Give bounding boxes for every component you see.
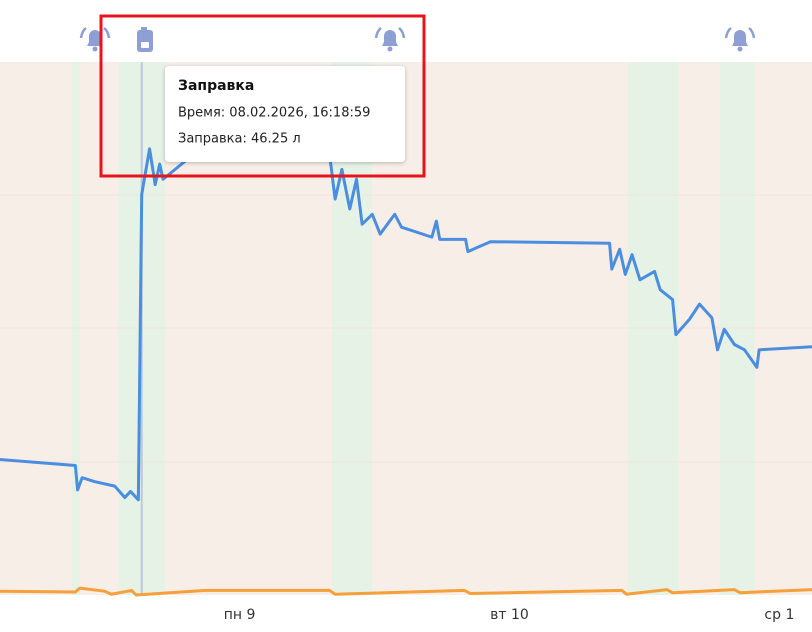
tooltip-box [165, 66, 405, 162]
tooltip-title: Заправка [178, 78, 254, 94]
tooltip-refuel: Заправка: 46.25 л [178, 132, 301, 147]
x-tick-label: ср 1 [764, 607, 794, 623]
x-tick-label: вт 10 [490, 607, 529, 623]
x-tick-label: пн 9 [224, 607, 256, 623]
tooltip: Заправка Время: 08.02.2026, 16:18:59 Зап… [165, 66, 405, 162]
series-line [0, 586, 812, 597]
tooltip-time: Время: 08.02.2026, 16:18:59 [178, 106, 370, 121]
event-icons[interactable] [79, 27, 756, 52]
highlight-box [99, 14, 426, 178]
series-line [0, 147, 812, 502]
